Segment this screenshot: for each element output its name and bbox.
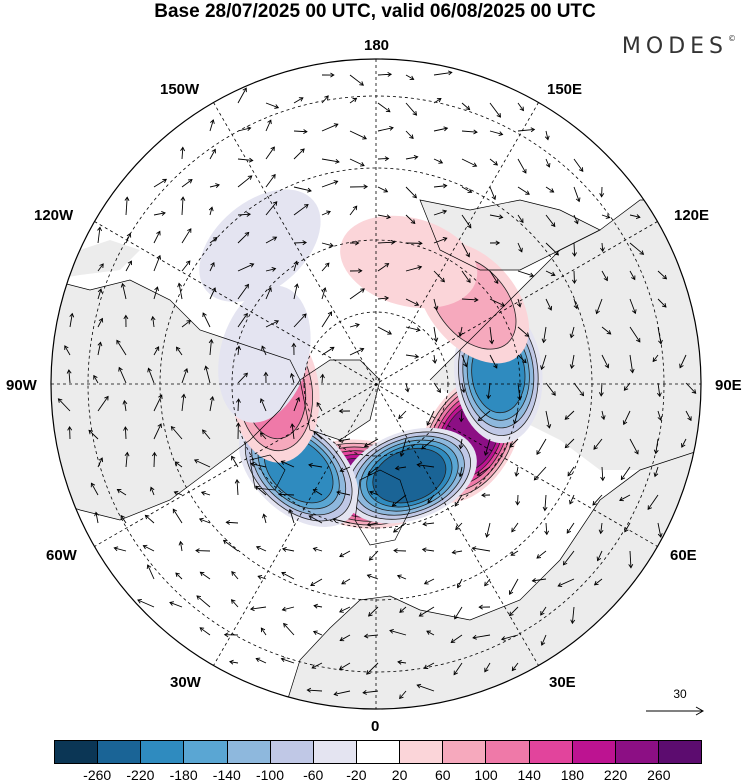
colorbar-tick-label: 100 bbox=[474, 768, 497, 782]
colorbar-tick-label: -180 bbox=[170, 768, 198, 782]
lon-label-30e: 30E bbox=[549, 674, 576, 691]
reference-vector-arrow bbox=[646, 706, 706, 716]
map-disk bbox=[51, 59, 701, 724]
lon-label-180: 180 bbox=[364, 37, 389, 54]
lon-label-60e: 60E bbox=[670, 547, 697, 564]
reference-vector-label: 30 bbox=[650, 687, 710, 701]
colorbar-swatch bbox=[313, 741, 356, 763]
colorbar bbox=[54, 740, 702, 764]
lon-label-90w: 90W bbox=[6, 377, 37, 394]
colorbar-swatch bbox=[183, 741, 226, 763]
colorbar-tick-label: 20 bbox=[392, 768, 408, 782]
colorbar-swatch bbox=[356, 741, 399, 763]
lon-label-60w: 60W bbox=[46, 547, 77, 564]
colorbar-swatch bbox=[97, 741, 140, 763]
colorbar-swatch bbox=[399, 741, 442, 763]
lon-label-90e: 90E bbox=[715, 377, 742, 394]
lon-label-0: 0 bbox=[371, 718, 379, 735]
colorbar-swatch bbox=[485, 741, 528, 763]
colorbar-tick-label: 220 bbox=[604, 768, 627, 782]
colorbar-tick-label: -140 bbox=[213, 768, 241, 782]
colorbar-swatch bbox=[140, 741, 183, 763]
colorbar-tick-label: -260 bbox=[83, 768, 111, 782]
lon-label-150e: 150E bbox=[547, 81, 582, 98]
lon-label-120e: 120E bbox=[674, 207, 709, 224]
colorbar-swatch bbox=[572, 741, 615, 763]
colorbar-swatch bbox=[227, 741, 270, 763]
lon-label-120w: 120W bbox=[34, 207, 73, 224]
lon-label-150w: 150W bbox=[160, 81, 199, 98]
colorbar-swatch bbox=[529, 741, 572, 763]
colorbar-tick-label: -60 bbox=[303, 768, 323, 782]
colorbar-tick-label: -100 bbox=[256, 768, 284, 782]
colorbar-tick-label: -220 bbox=[126, 768, 154, 782]
colorbar-tick-label: 60 bbox=[435, 768, 451, 782]
colorbar-ticks: -260 -220 -180 -140 -100 -60 -20 20 60 100 140 180 2… bbox=[54, 768, 702, 784]
colorbar-swatch bbox=[270, 741, 313, 763]
colorbar-swatch bbox=[615, 741, 658, 763]
colorbar-swatch bbox=[55, 741, 97, 763]
colorbar-swatch bbox=[442, 741, 485, 763]
colorbar-tick-label: 180 bbox=[561, 768, 584, 782]
colorbar-tick-label: 260 bbox=[647, 768, 670, 782]
colorbar-tick-label: 140 bbox=[518, 768, 541, 782]
lon-label-30w: 30W bbox=[170, 674, 201, 691]
colorbar-tick-label: -20 bbox=[346, 768, 366, 782]
colorbar-swatch bbox=[658, 741, 701, 763]
